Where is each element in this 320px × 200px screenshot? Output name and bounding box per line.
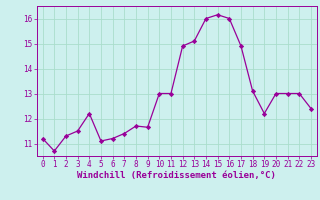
X-axis label: Windchill (Refroidissement éolien,°C): Windchill (Refroidissement éolien,°C) bbox=[77, 171, 276, 180]
